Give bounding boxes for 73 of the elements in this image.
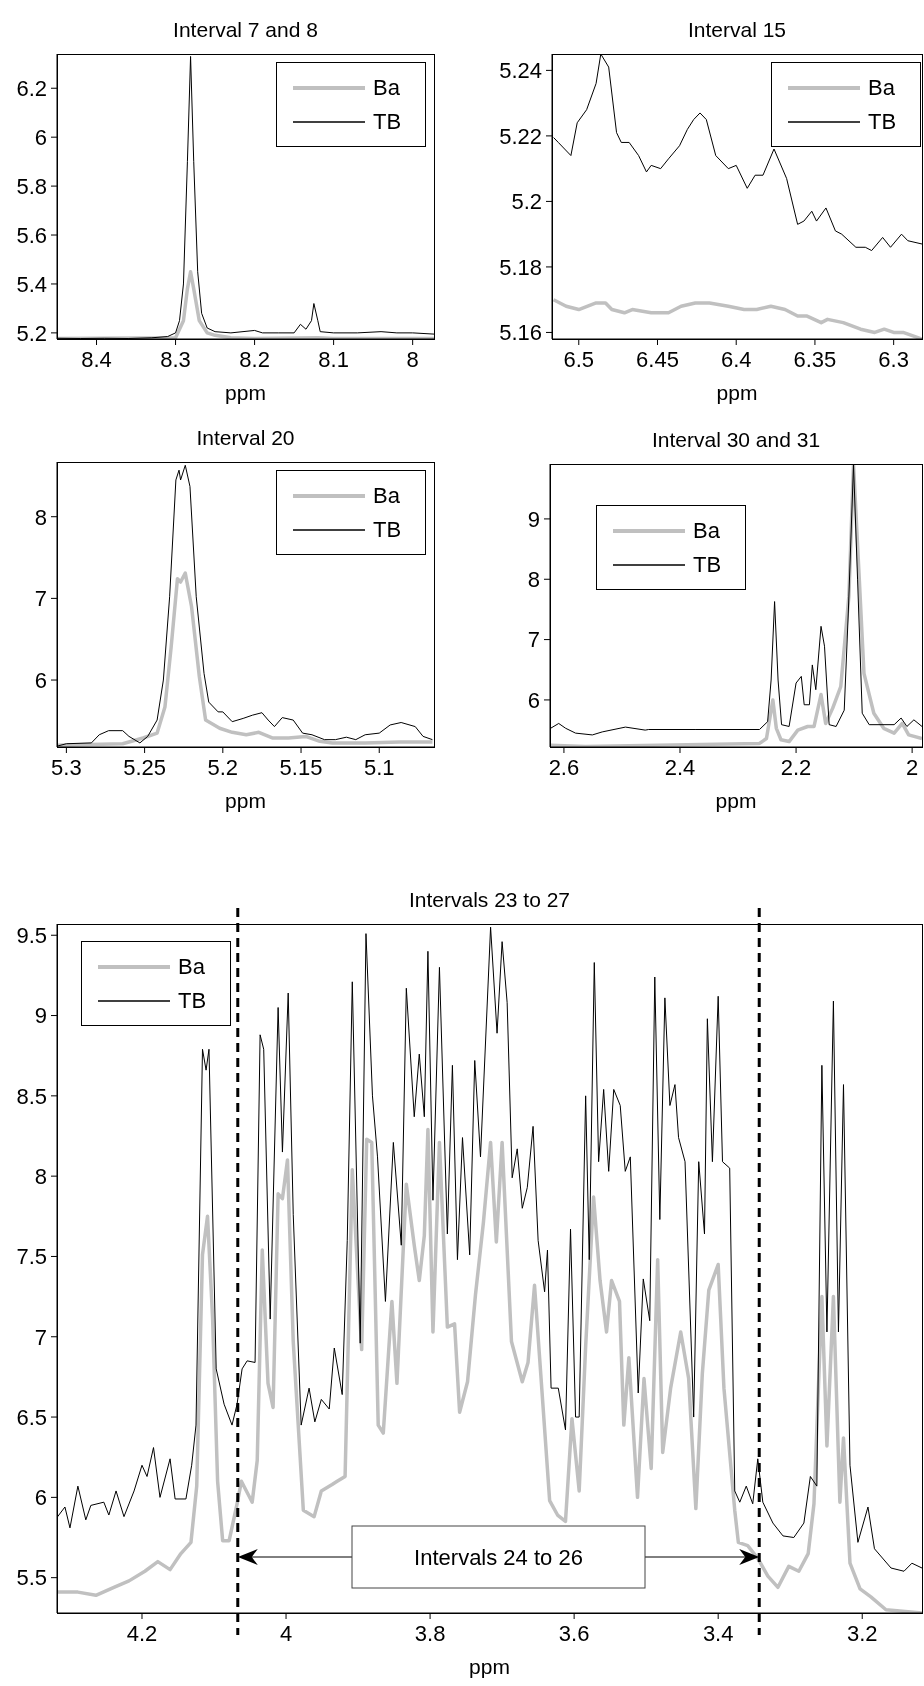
y-tick-label: 5.22: [499, 123, 542, 149]
x-tick-label: 2.4: [664, 754, 696, 780]
x-axis-title: ppm: [224, 381, 267, 405]
y-tick-label: 9: [527, 506, 540, 532]
x-tick-label: 3.2: [846, 1620, 878, 1646]
chart-title: Intervals 23 to 27: [407, 888, 572, 912]
y-tick-label: 7: [34, 586, 47, 612]
x-tick-label: 3.4: [702, 1620, 734, 1646]
y-tick-label: 7.5: [16, 1244, 47, 1270]
x-tick-label: 6.3: [878, 346, 909, 372]
legend-label: TB: [373, 517, 402, 543]
legend-label: Ba: [373, 483, 400, 509]
legend-label: TB: [868, 109, 897, 135]
x-axis-title: ppm: [714, 789, 758, 813]
chart-title: Interval 7 and 8: [172, 18, 319, 42]
y-tick-label: 5.4: [16, 271, 47, 297]
y-tick-label: 5.8: [16, 173, 47, 199]
y-tick-label: 5.16: [499, 320, 542, 346]
y-tick-label: 5.24: [499, 58, 542, 84]
y-tick-label: 6: [527, 687, 540, 713]
y-tick-label: 6: [34, 1485, 47, 1511]
y-tick-label: 9: [34, 1003, 47, 1029]
x-tick-label: 6.45: [636, 346, 679, 372]
legend-label: TB: [373, 109, 402, 135]
x-tick-label: 5.25: [123, 754, 167, 780]
legend-label: Ba: [373, 75, 400, 101]
y-tick-label: 7: [34, 1324, 47, 1350]
x-tick-label: 5.1: [363, 754, 395, 780]
x-axis-title: ppm: [715, 381, 759, 405]
x-tick-label: 2.6: [548, 754, 580, 780]
x-tick-label: 6.4: [720, 346, 752, 372]
y-tick-label: 8: [34, 1163, 47, 1189]
x-tick-label: 4.2: [126, 1620, 158, 1646]
x-tick-label: 5.2: [207, 754, 239, 780]
y-tick-label: 9.5: [16, 923, 47, 949]
chart-title: Interval 20: [195, 426, 296, 450]
y-tick-label: 5.2: [511, 189, 542, 215]
legend-label: Ba: [693, 518, 720, 544]
y-tick-label: 6: [34, 667, 47, 693]
x-tick-label: 8.1: [318, 346, 349, 372]
y-tick-label: 8: [527, 567, 540, 593]
x-tick-label: 4: [279, 1620, 293, 1646]
x-tick-label: 6.35: [793, 346, 837, 372]
x-tick-label: 8.2: [239, 346, 270, 372]
x-tick-label: 8.3: [160, 346, 191, 372]
legend-label: TB: [178, 988, 207, 1014]
y-tick-label: 6.2: [16, 76, 47, 102]
x-tick-label: 5.3: [51, 754, 82, 780]
x-tick-label: 5.15: [279, 754, 323, 780]
y-tick-label: 6: [34, 124, 47, 150]
legend-label: Ba: [178, 954, 205, 980]
x-tick-label: 2: [906, 754, 919, 780]
y-tick-label: 5.2: [16, 320, 47, 346]
x-tick-label: 6.5: [563, 346, 595, 372]
y-tick-label: 5.18: [499, 254, 542, 280]
chart-title: Interval 30 and 31: [650, 428, 822, 452]
legend-label: Ba: [868, 75, 895, 101]
annotation: Intervals 24 to 26: [414, 1545, 583, 1570]
y-tick-label: 6.5: [16, 1404, 47, 1430]
y-tick-label: 5.5: [16, 1565, 47, 1591]
legend-label: TB: [693, 552, 722, 578]
y-tick-label: 7: [527, 627, 540, 653]
x-axis-title: ppm: [468, 1655, 511, 1679]
chart-title: Interval 15: [686, 18, 788, 42]
x-tick-label: 3.8: [414, 1620, 446, 1646]
x-tick-label: 8: [406, 346, 419, 372]
y-tick-label: 8.5: [16, 1083, 47, 1109]
y-tick-label: 5.6: [16, 222, 47, 248]
y-tick-label: 8: [34, 504, 47, 530]
x-tick-label: 3.6: [558, 1620, 590, 1646]
x-tick-label: 2.2: [780, 754, 812, 780]
x-tick-label: 8.4: [81, 346, 112, 372]
x-axis-title: ppm: [224, 789, 267, 813]
